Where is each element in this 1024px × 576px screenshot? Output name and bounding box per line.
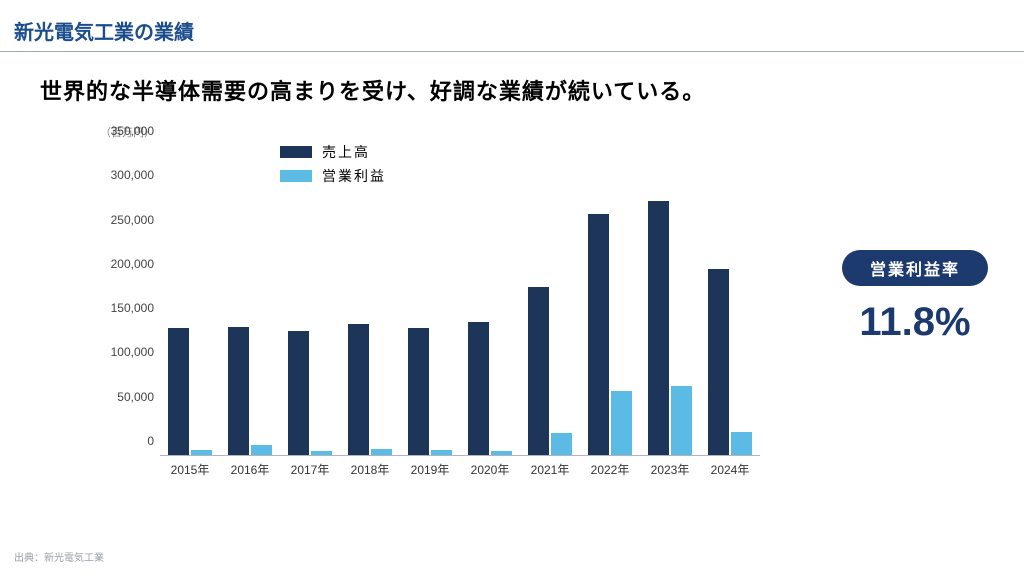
bar [168, 328, 189, 455]
chart-area: （百万円） 売上高営業利益 050,000100,000150,000200,0… [100, 124, 790, 494]
source-text: 出典：新光電気工業 [14, 549, 104, 564]
y-tick: 50,000 [117, 390, 160, 404]
page-title: 新光電気工業の業績 [0, 0, 1024, 52]
bar-group: 2023年 [640, 201, 700, 455]
bar [708, 269, 729, 455]
x-label: 2016年 [231, 455, 270, 478]
bar [408, 328, 429, 455]
plot: 050,000100,000150,000200,000250,000300,0… [160, 146, 760, 456]
bar-group: 2015年 [160, 328, 220, 455]
bar-group: 2020年 [460, 322, 520, 455]
bar [528, 287, 549, 455]
x-label: 2017年 [291, 455, 330, 478]
bar [611, 391, 632, 455]
x-label: 2015年 [171, 455, 210, 478]
x-label: 2022年 [591, 455, 630, 478]
bar [588, 214, 609, 455]
subtitle: 世界的な半導体需要の高まりを受け、好調な業績が続いている。 [0, 74, 1024, 106]
bar [251, 445, 272, 455]
bar-group: 2018年 [340, 324, 400, 455]
bar [288, 331, 309, 455]
bar-group: 2021年 [520, 287, 580, 455]
bar-group: 2019年 [400, 328, 460, 455]
kpi-box: 営業利益率 11.8% [842, 250, 988, 345]
x-label: 2018年 [351, 455, 390, 478]
y-tick: 150,000 [111, 301, 160, 315]
x-label: 2019年 [411, 455, 450, 478]
bar [468, 322, 489, 455]
bar-group: 2017年 [280, 331, 340, 455]
y-tick: 250,000 [111, 213, 160, 227]
bar [671, 386, 692, 455]
bar [348, 324, 369, 455]
bar [731, 432, 752, 455]
x-label: 2021年 [531, 455, 570, 478]
bar [551, 433, 572, 455]
y-tick: 200,000 [111, 257, 160, 271]
y-tick: 0 [147, 434, 160, 448]
bar-group: 2016年 [220, 327, 280, 455]
x-label: 2023年 [651, 455, 690, 478]
x-label: 2024年 [711, 455, 750, 478]
bar [648, 201, 669, 455]
y-tick: 300,000 [111, 168, 160, 182]
bar [228, 327, 249, 455]
kpi-label: 営業利益率 [842, 250, 988, 286]
y-tick: 100,000 [111, 345, 160, 359]
y-tick: 350,000 [111, 124, 160, 138]
x-label: 2020年 [471, 455, 510, 478]
bar-group: 2024年 [700, 269, 760, 455]
kpi-value: 11.8% [842, 300, 988, 345]
bar-group: 2022年 [580, 214, 640, 455]
